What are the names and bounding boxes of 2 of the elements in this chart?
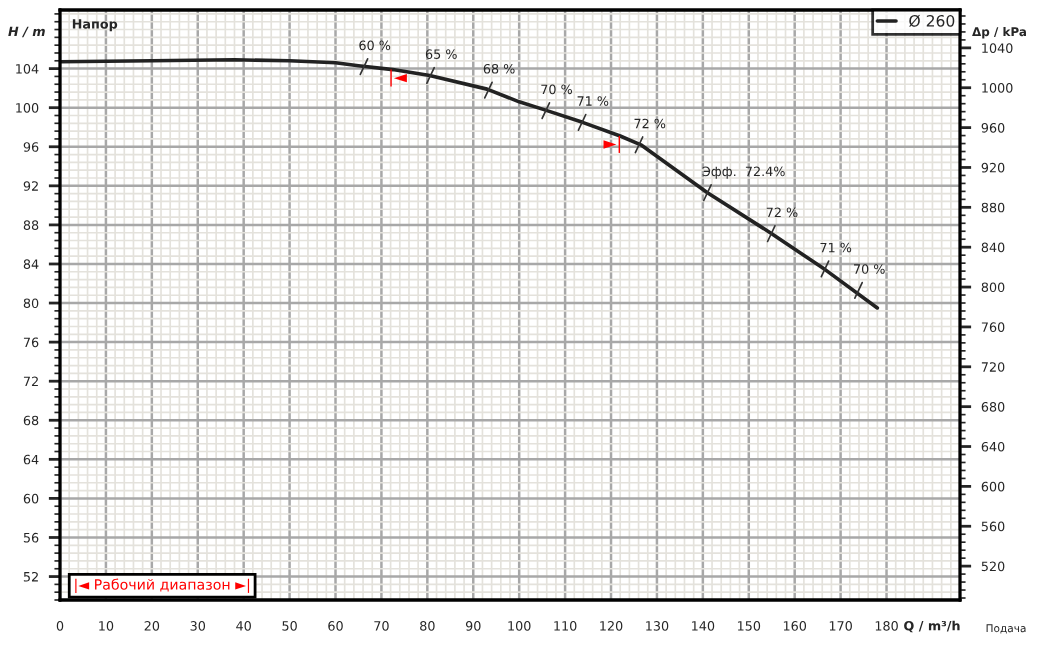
annotation: ►| <box>603 136 621 153</box>
annotation: |◄ <box>390 69 407 87</box>
